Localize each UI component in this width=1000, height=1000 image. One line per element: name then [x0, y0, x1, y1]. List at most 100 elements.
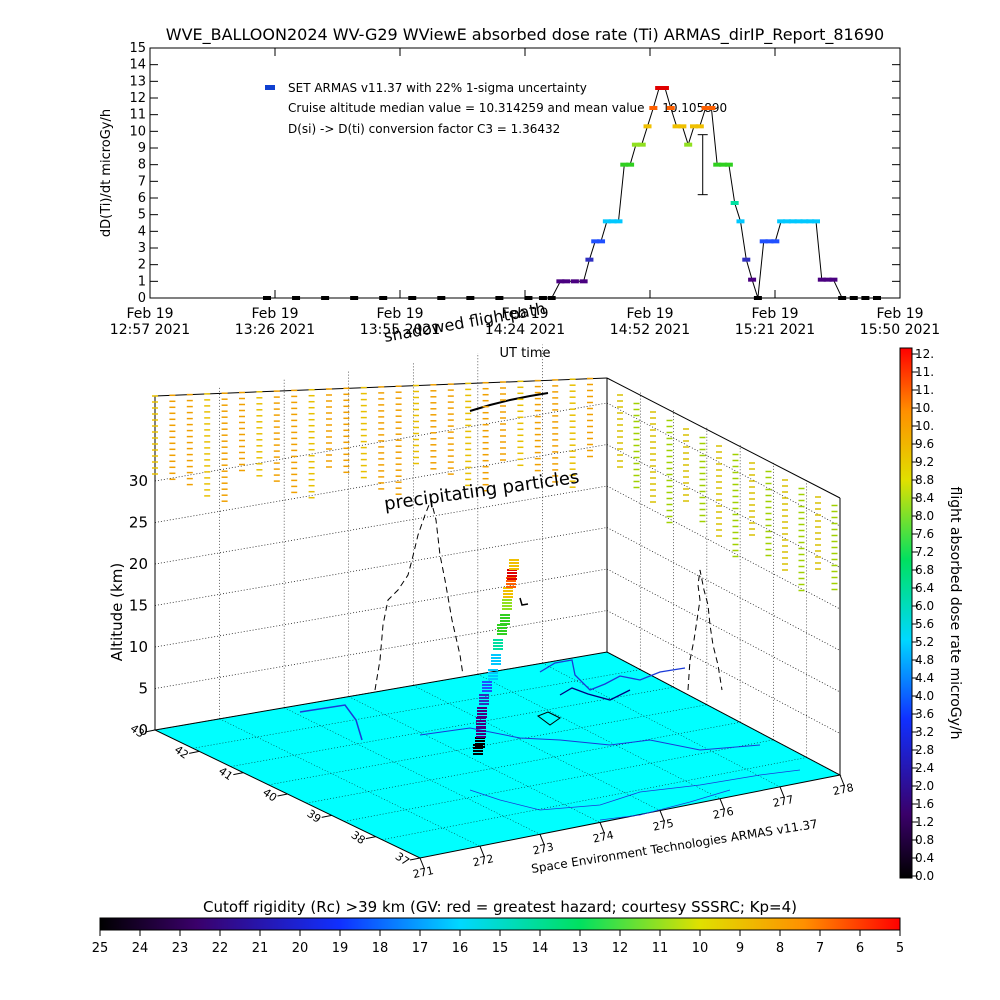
map-boundary	[536, 711, 561, 726]
map-boundary	[419, 727, 761, 751]
dose-colorbar	[899, 347, 913, 879]
altitude-gridline	[154, 485, 608, 565]
colorbar-tick-label: 10.	[915, 401, 934, 415]
dose-colorbar-ticks: 12. 11. 11. 10. 10. 9.6 9.2 8.8 8.4 8.0 7.6 7.2 6.8 6…	[912, 347, 934, 883]
colorbar-tick-label: 4.8	[915, 653, 934, 667]
floor-gridline	[344, 739, 774, 822]
colorbar-tick-label: 12.	[915, 347, 934, 361]
rigidity-tick-label: 19	[332, 941, 349, 956]
rigidity-tick-label: 22	[212, 941, 229, 956]
data-point	[678, 124, 687, 129]
floor-gridline	[192, 669, 641, 749]
longitude-tick-label: 271	[412, 864, 435, 881]
top-x-axis-label: UT time	[500, 346, 551, 361]
data-point	[350, 296, 359, 300]
colorbar-tick-label: 11.	[915, 383, 934, 397]
longitude-tick	[599, 822, 605, 833]
colorbar-tick-label: 9.2	[915, 455, 934, 469]
colorbar-tick-label: 2.8	[915, 743, 934, 757]
top-legend: SET ARMAS v11.37 with 22% 1-sigma uncert…	[265, 81, 727, 136]
y-tick-label: 0	[138, 291, 146, 306]
y-tick-label: 13	[129, 74, 146, 89]
data-point	[637, 142, 646, 147]
data-point	[524, 296, 533, 300]
data-point	[829, 277, 838, 282]
rigidity-tick-label: 9	[736, 941, 744, 956]
rigidity-tick-label: 14	[532, 941, 549, 956]
floor-gridline	[477, 674, 721, 799]
rigidity-tick-label: 24	[132, 941, 149, 956]
shadowed-flightpath-top	[469, 392, 549, 412]
y-tick-label: 2	[138, 258, 146, 273]
y-tick-label: 9	[138, 141, 146, 156]
data-point	[614, 219, 623, 224]
data-point	[782, 219, 791, 224]
colorbar-tick-label: 8.8	[915, 473, 934, 487]
rigidity-tick-label: 11	[652, 941, 669, 956]
data-point	[591, 239, 600, 244]
colorbar-tick-label: 3.2	[915, 725, 934, 739]
floor-gridline	[348, 696, 601, 823]
altitude-gridline	[606, 651, 841, 776]
map-boundary	[599, 789, 731, 821]
colorbar-tick-label: 8.4	[915, 491, 934, 505]
x-tick-label-time: 14:24 2021	[485, 322, 565, 338]
data-point	[626, 162, 635, 167]
data-point	[800, 219, 809, 224]
altitude-gridline	[154, 527, 608, 606]
data-point	[643, 124, 652, 129]
data-point	[765, 239, 774, 244]
y-tick-label: 5	[138, 208, 146, 223]
longitude-tick-label: 276	[712, 805, 735, 822]
rigidity-tick-label: 5	[896, 941, 904, 956]
altitude-tick-label: 20	[129, 555, 148, 573]
altitude-tick-label: 0	[138, 721, 148, 739]
data-point	[655, 86, 664, 90]
data-point	[861, 296, 870, 300]
latitude-tick	[277, 793, 288, 797]
legend-cruise-stats: Cruise altitude median value = 10.314259…	[288, 101, 727, 115]
figure-title: WVE_BALLOON2024 WV-G29 WViewE absorbed d…	[166, 25, 884, 45]
data-point	[695, 124, 704, 129]
data-point	[292, 296, 301, 300]
legend-conversion-factor: D(si) -> D(ti) conversion factor C3 = 1.…	[288, 122, 560, 136]
data-point	[556, 279, 565, 284]
data-point	[263, 296, 271, 300]
data-point	[684, 142, 693, 147]
longitude-tick-label: 273	[532, 840, 555, 857]
floor-gridline	[413, 685, 661, 811]
map-boundary	[469, 769, 801, 811]
altitude-tick-label: 15	[129, 597, 148, 615]
map-boundary	[299, 704, 363, 741]
data-point	[788, 219, 797, 224]
colorbar-tick-label: 8.0	[915, 509, 934, 523]
floor-gridline	[219, 718, 481, 847]
flight-path-profile	[473, 559, 529, 755]
rigidity-tick-label: 6	[856, 941, 864, 956]
data-point	[602, 219, 611, 224]
colorbar-tick-label: 9.6	[915, 437, 934, 451]
x-tick-label-date: Feb 19	[501, 306, 548, 322]
data-point	[730, 201, 739, 205]
colorbar-tick-label: 1.2	[915, 815, 934, 829]
data-point	[408, 296, 417, 300]
colorbar-tick-label: 10.	[915, 419, 934, 433]
data-point	[570, 279, 579, 284]
longitude-tick	[419, 857, 425, 869]
data-point	[849, 296, 858, 300]
legend-marker	[265, 85, 275, 90]
x-tick-label-time: 15:21 2021	[735, 322, 815, 338]
altitude-tick-label: 5	[138, 680, 148, 698]
y-tick-label: 4	[138, 224, 146, 239]
data-point	[713, 162, 722, 167]
data-point	[597, 239, 606, 244]
latitude-tick	[189, 750, 200, 754]
colorbar-tick-label: 7.2	[915, 545, 934, 559]
y-tick-label: 12	[129, 91, 146, 106]
x-tick-label-date: Feb 19	[126, 306, 173, 322]
y-tick-label: 15	[129, 41, 146, 56]
data-point	[742, 257, 751, 262]
longitude-tick-label: 278	[832, 781, 855, 798]
